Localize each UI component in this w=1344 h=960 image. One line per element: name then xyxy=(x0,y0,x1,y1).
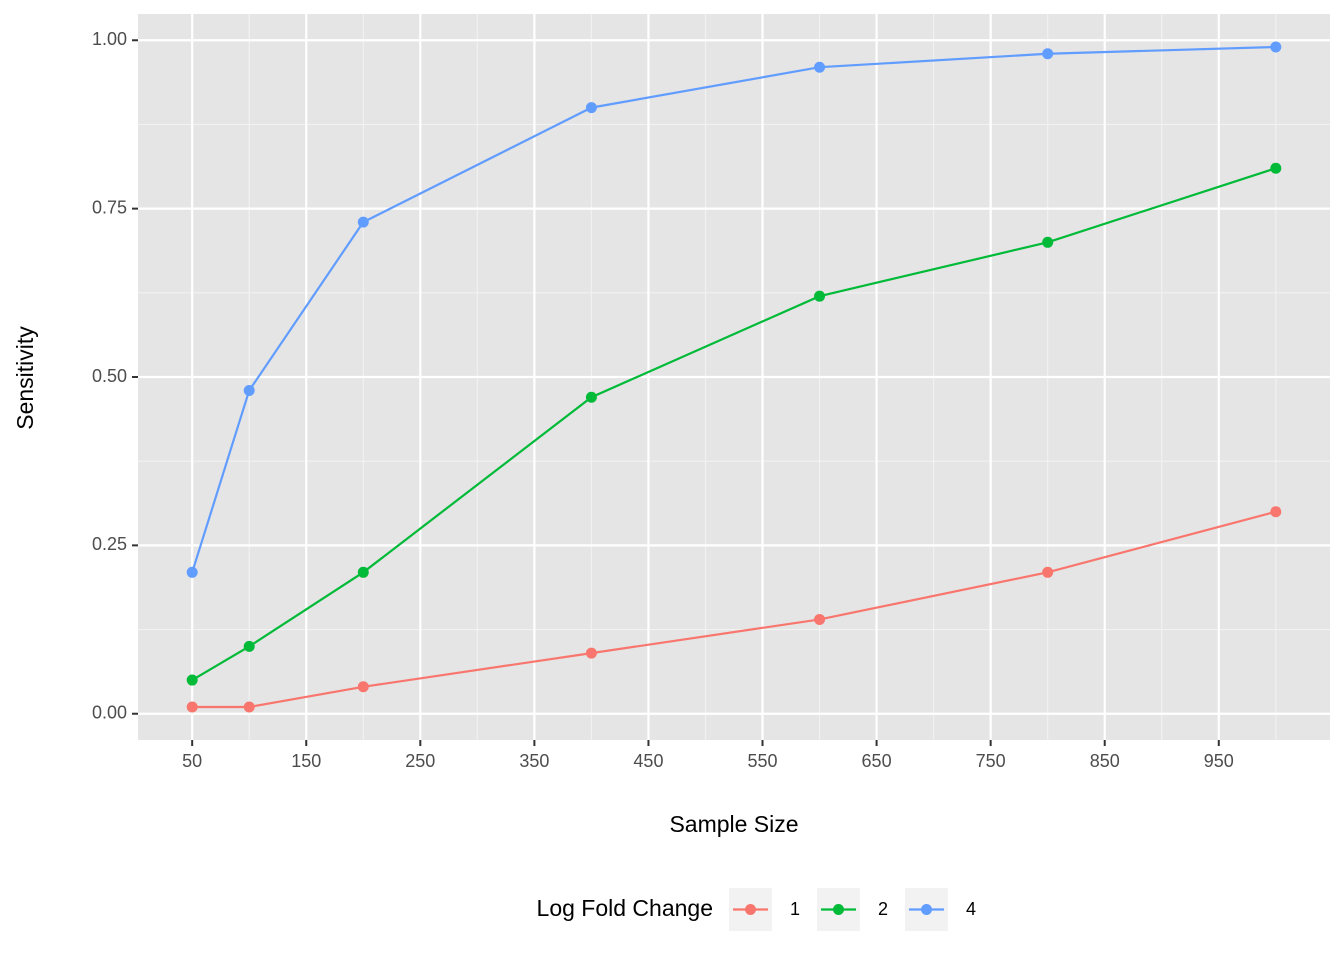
legend-label: 1 xyxy=(790,899,800,919)
x-tick-label: 250 xyxy=(405,751,435,771)
data-point xyxy=(1042,236,1054,248)
x-tick-label: 850 xyxy=(1090,751,1120,771)
data-point xyxy=(357,216,369,228)
data-point xyxy=(357,566,369,578)
y-tick-label: 0.00 xyxy=(92,702,127,722)
x-tick-label: 150 xyxy=(291,751,321,771)
data-point xyxy=(814,61,826,73)
x-tick-label: 750 xyxy=(976,751,1006,771)
data-point xyxy=(1270,506,1282,518)
y-tick-label: 0.50 xyxy=(92,366,127,386)
y-tick-label: 0.25 xyxy=(92,534,127,554)
data-point xyxy=(585,102,597,114)
data-point xyxy=(243,640,255,652)
data-point xyxy=(186,701,198,713)
x-tick-label: 550 xyxy=(747,751,777,771)
data-point xyxy=(243,384,255,396)
x-tick-label: 950 xyxy=(1204,751,1234,771)
data-point xyxy=(585,647,597,659)
x-axis-title: Sample Size xyxy=(669,811,798,837)
data-point xyxy=(243,701,255,713)
legend-point xyxy=(745,904,756,915)
data-point xyxy=(1270,41,1282,53)
y-axis-title: Sensitivity xyxy=(12,326,38,430)
x-tick-label: 50 xyxy=(182,751,202,771)
y-tick-label: 0.75 xyxy=(92,197,127,217)
x-tick-label: 650 xyxy=(862,751,892,771)
data-point xyxy=(357,681,369,693)
legend-title: Log Fold Change xyxy=(537,895,713,921)
legend-point xyxy=(921,904,932,915)
legend-point xyxy=(833,904,844,915)
x-tick-label: 350 xyxy=(519,751,549,771)
data-point xyxy=(186,566,198,578)
y-tick-label: 1.00 xyxy=(92,29,127,49)
legend-label: 4 xyxy=(966,899,976,919)
data-point xyxy=(1042,566,1054,578)
data-point xyxy=(1270,162,1282,174)
legend-label: 2 xyxy=(878,899,888,919)
data-point xyxy=(1042,48,1054,60)
data-point xyxy=(585,391,597,403)
data-point xyxy=(814,613,826,625)
x-tick-label: 450 xyxy=(633,751,663,771)
data-point xyxy=(814,290,826,302)
data-point xyxy=(186,674,198,686)
